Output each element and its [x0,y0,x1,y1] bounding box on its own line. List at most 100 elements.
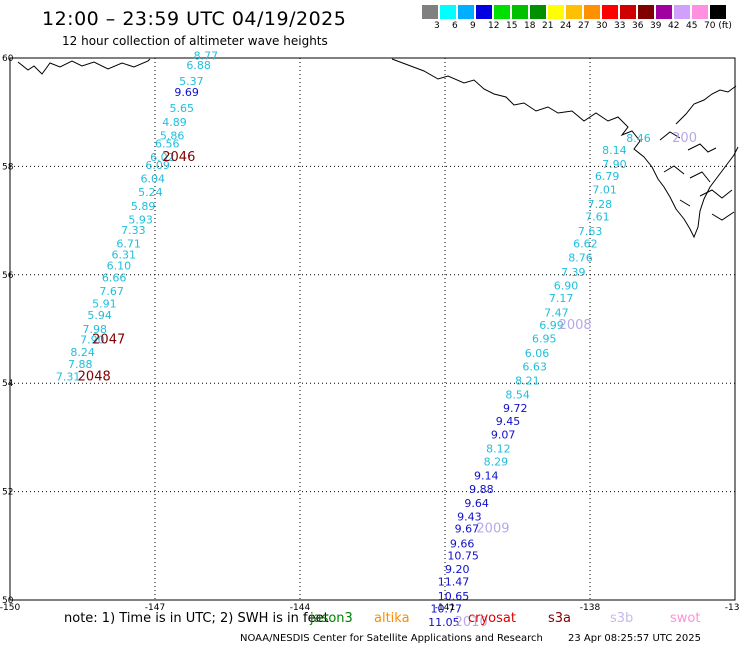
legend-label: 24 [560,21,572,31]
wave-height-label: 6.63 [522,361,547,374]
wave-height-label: 6.90 [554,279,579,292]
wave-height-label: 5.89 [131,200,156,213]
map-grid [9,57,736,601]
wave-height-label: 5.94 [87,309,112,322]
wave-height-label: 5.86 [160,129,185,142]
lon-tick-label: -150 [0,603,20,613]
wave-height-label: 11.47 [438,575,470,588]
wave-height-label: 6.62 [573,238,598,251]
legend-swatch [674,5,690,19]
wave-height-label: 8.77 [194,50,219,63]
coastline [17,58,739,239]
legend-swatch [638,5,654,19]
orbit-number: 2048 [78,369,111,384]
wave-height-label: 7.01 [592,184,617,197]
timestamp: 23 Apr 08:25:57 UTC 2025 [568,633,701,644]
wave-height-label: 8.12 [486,443,511,456]
wave-height-label: 9.67 [455,522,480,535]
wave-height-label: 5.93 [128,213,153,226]
wave-height-label: 7.90 [80,334,105,347]
legend-swatch [422,5,438,19]
credit-line: NOAA/NESDIS Center for Satellite Applica… [240,633,543,644]
wave-height-label: 6.31 [112,249,137,262]
legend-label: 45 [686,21,698,31]
wave-height-label: 6.02 [150,151,175,164]
wave-height-label: 7.39 [561,266,586,279]
orbit-number: 2009 [476,521,509,536]
wave-height-label: 7.63 [578,225,603,238]
legend-swatch [494,5,510,19]
wave-height-label: 6.10 [107,259,131,272]
legend-label: 21 [542,21,554,31]
legend-swatch [566,5,582,19]
wave-height-label: 5.91 [92,297,117,310]
legend-label: 30 [596,21,608,31]
wave-height-label: 9.07 [491,428,515,441]
lon-tick-label: -141 [435,603,455,613]
wave-height-label: 7.31 [56,370,81,383]
wave-height-label: 7.17 [549,292,574,305]
wave-height-label: 8.14 [602,144,627,157]
wave-height-label: 4.89 [162,116,187,129]
wave-height-label: 9.14 [474,470,499,483]
map-frame [9,57,736,601]
wave-height-label: 6.95 [532,333,557,346]
legend-swatch [548,5,564,19]
legend-swatch [620,5,636,19]
legend-swatch [692,5,708,19]
legend-label: 18 [524,21,536,31]
lat-tick-label: 58 [2,162,14,172]
wave-height-label: 6.71 [116,238,141,251]
orbit-labels: 2046 2047 2048 200 2008 2009 2010 [78,131,697,630]
wave-height-label: 8.24 [70,346,95,359]
orbit-number: 2010 [455,615,488,630]
wave-height-label: 8.46 [626,132,651,145]
satellite-name: cryosat [468,611,516,626]
coastline-northwest [17,58,151,75]
wave-height-label: 6.66 [102,271,127,284]
wave-height-label: 7.67 [99,285,124,298]
lon-tick-label: -147 [145,603,165,613]
page-title: 12:00 – 23:59 UTC 04/19/2025 [42,8,347,30]
wave-height-label: 6.56 [155,137,180,150]
axis-tick-labels: -150 -147 -144 -141 -138 -135 60 58 56 54 52 50 [0,54,740,613]
coastline-islands [659,85,737,221]
wave-height-label: 9.88 [469,483,494,496]
lat-tick-label: 54 [2,379,14,389]
legend-swatch [440,5,456,19]
satellite-name: s3a [548,611,572,626]
legend-swatch [530,5,546,19]
legend-label: 36 [632,21,644,31]
wave-height-label: 5.37 [179,75,204,88]
legend-label: 42 [668,21,680,31]
wave-height-label: 8.54 [505,388,529,401]
wave-height-label: 5.65 [170,102,195,115]
lon-tick-label: -138 [580,603,601,613]
wave-height-label: 8.21 [515,374,540,387]
wave-height-label: 7.47 [544,307,569,320]
wave-height-label: 9.72 [503,402,528,415]
wave-height-label: 9.43 [457,510,482,523]
orbit-number: 2046 [162,150,195,165]
wave-height-label: 7.33 [121,224,145,237]
satellite-name: jason3 [310,611,353,626]
coastline-southeast-alaska [391,58,739,239]
wave-height-label: 7.28 [588,198,613,211]
lat-tick-label: 60 [2,54,14,64]
legend-label: 12 [488,21,500,31]
track: 8.776.88 5.379.69 5.654.895.866.566.026.09… [56,50,218,384]
legend-swatch [512,5,528,19]
legend-swatch [656,5,672,19]
wave-height-label: 9.69 [174,86,199,99]
wave-height-label: 9.20 [445,563,470,576]
legend-label: 3 [434,21,440,31]
page-subtitle: 12 hour collection of altimeter wave hei… [62,34,328,48]
orbit-number: 200 [672,131,697,146]
wave-height-label: 5.24 [138,186,163,199]
wave-height-label: 6.09 [145,159,170,172]
lat-tick-label: 50 [2,596,14,606]
satellite-name: swot [670,611,701,626]
wave-height-label: 7.98 [83,323,108,336]
wave-height-label: 8.76 [568,251,593,264]
